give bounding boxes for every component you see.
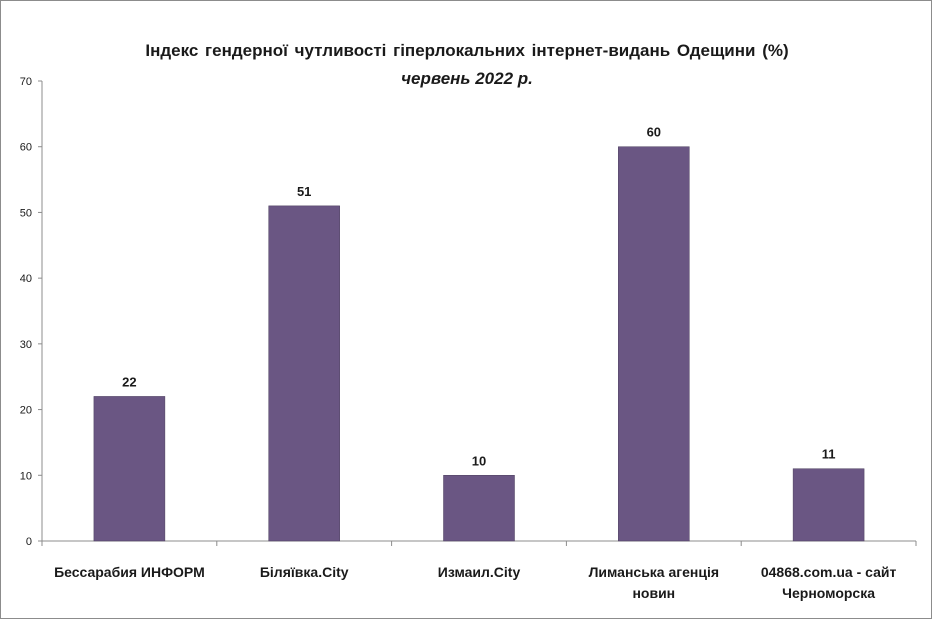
- y-tick-label: 10: [20, 470, 32, 482]
- chart-title: Індекс гендерної чутливості гіперлокальн…: [145, 41, 789, 60]
- category-label-line: 04868.com.ua - сайт: [761, 564, 897, 580]
- bar: [268, 205, 340, 542]
- category-label: Бессарабия ИНФОРМ: [54, 564, 205, 580]
- category-label-line: Лиманська агенція: [589, 564, 719, 580]
- category-label: 04868.com.ua - сайт Черноморска: [761, 564, 897, 601]
- bar: [792, 468, 865, 542]
- data-label: 22: [122, 374, 136, 389]
- category-label: Біляївка.City: [260, 564, 349, 580]
- category-label-line: Измаил.City: [438, 564, 521, 580]
- y-tick-label: 30: [20, 339, 32, 351]
- y-tick-label: 50: [20, 207, 32, 219]
- y-tick-label: 70: [20, 76, 32, 88]
- chart-subtitle: червень 2022 р.: [401, 69, 533, 88]
- y-tick-label: 40: [20, 273, 32, 285]
- category-label-line: Бессарабия ИНФОРМ: [54, 564, 205, 580]
- y-tick-label: 60: [20, 142, 32, 154]
- category-label: Лиманська агенція новин: [589, 564, 719, 601]
- bar: [618, 146, 690, 542]
- bar: [93, 396, 166, 542]
- category-label-line: Черноморска: [782, 585, 875, 601]
- y-tick-label: 20: [20, 405, 32, 417]
- y-tick-label: 0: [26, 536, 32, 548]
- category-label-line: новин: [632, 585, 675, 601]
- bar: [443, 475, 515, 542]
- data-label: 11: [822, 447, 836, 462]
- data-label: 10: [472, 453, 486, 468]
- category-label-line: Біляївка.City: [260, 564, 349, 580]
- data-label: 51: [297, 184, 311, 199]
- data-label: 60: [647, 125, 661, 140]
- category-label: Измаил.City: [438, 564, 521, 580]
